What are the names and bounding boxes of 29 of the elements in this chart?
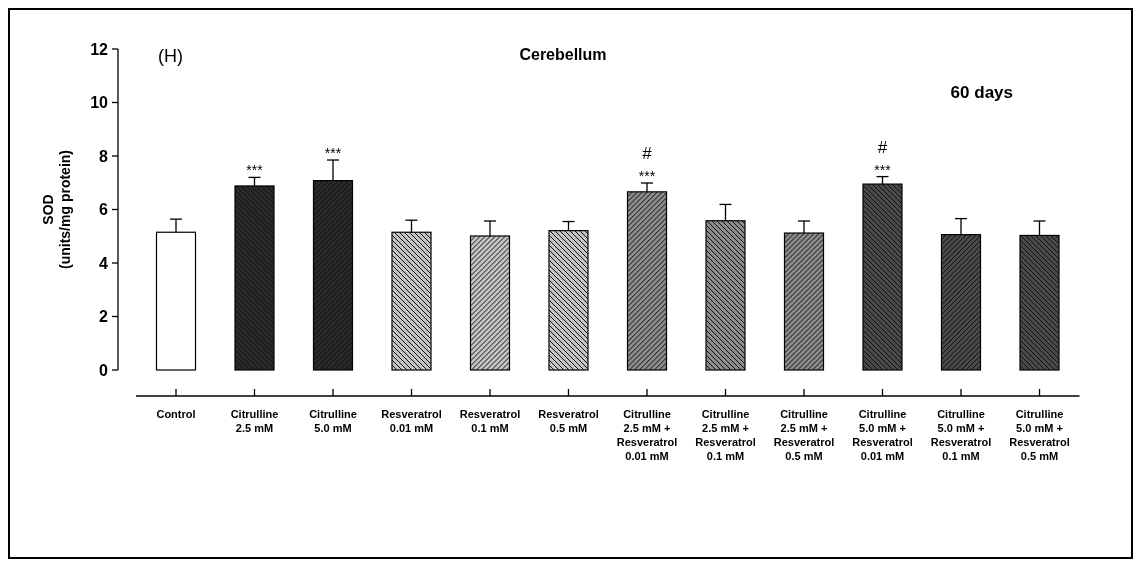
y-tick-label: 12 xyxy=(90,40,109,58)
annotation: *** xyxy=(874,161,892,178)
y-tick-label: 4 xyxy=(99,254,109,272)
annotation: (H) xyxy=(158,46,183,66)
x-tick-label: Citrulline 2.5 mM xyxy=(230,408,279,434)
x-tick-label: Citrulline 5.0 mM xyxy=(309,408,357,434)
x-tick-label: Citrulline 2.5 mM + Resveratrol 0.01 mM xyxy=(616,408,678,462)
y-tick-label: 2 xyxy=(99,308,109,326)
x-tick-label: Citrulline 5.0 mM + Resveratrol 0.1 mM xyxy=(930,408,992,462)
y-axis-title: SOD (units/mg protein) xyxy=(40,150,73,269)
annotation: *** xyxy=(324,145,342,162)
annotation: # xyxy=(877,137,888,157)
x-tick-label: Citrulline 2.5 mM + Resveratrol 0.5 mM xyxy=(773,408,835,462)
x-tick-label: Resveratrol 0.01 mM xyxy=(381,408,442,434)
x-tick-label: Resveratrol 0.1 mM xyxy=(459,408,521,434)
annotation: 60 days xyxy=(950,83,1013,102)
x-tick-label: Control xyxy=(156,408,196,420)
y-tick-label: 8 xyxy=(99,147,109,165)
y-tick-label: 0 xyxy=(99,361,109,379)
chart-title: Cerebellum xyxy=(519,46,607,63)
x-tick-label: Citrulline 5.0 mM + Resveratrol 0.01 mM xyxy=(852,408,913,462)
y-tick-label: 6 xyxy=(99,201,109,219)
x-tick-label: Resveratrol 0.5 mM xyxy=(538,408,599,434)
annotation: *** xyxy=(246,162,264,179)
x-tick-label: Citrulline 2.5 mM + Resveratrol 0.1 mM xyxy=(695,408,756,462)
x-tick-label: Citrulline 5.0 mM + Resveratrol 0.5 mM xyxy=(1009,408,1070,462)
annotation: *** xyxy=(638,168,656,185)
y-tick-label: 10 xyxy=(90,94,109,112)
annotation: # xyxy=(642,144,653,164)
